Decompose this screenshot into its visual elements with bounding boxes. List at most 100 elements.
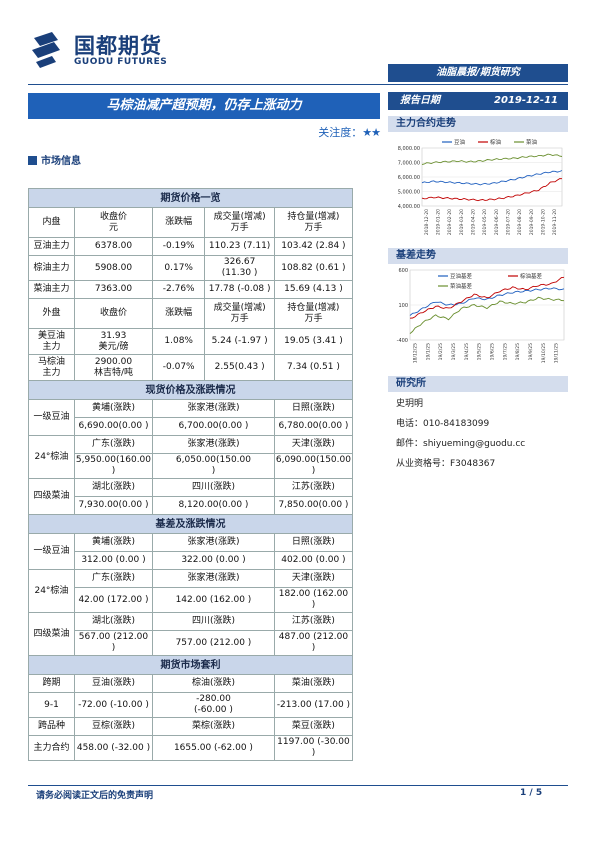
page-number: 1 / 5 [520,788,543,798]
series-line-1 [409,276,565,319]
price-value: 7,930.00(0.00 ) [73,496,154,515]
table-cell: 7363.00 [73,280,154,299]
x-tick-label: 19/5/25 [477,343,483,360]
region-label: 四川(涨跌) [152,478,275,497]
region-row: 一级豆油 黄埔(涨跌) 张家港(涨跌) 日照(涨跌) [28,399,354,436]
legend-label: 菜油基差 [450,282,473,290]
main-contract-chart: 4,000.00 5,000.00 6,000.00 7,000.00 8,000.00… [398,138,563,235]
price-value: 7,850.00(0.00 ) [273,496,354,515]
spot-title: 现货价格及涨跌情况 [28,380,353,400]
region-row: 24°棕油 广东(涨跌) 张家港(涨跌) 天津(涨跌) [28,569,354,613]
price-value: 6,780.00(0.00 ) [273,417,354,436]
table-cell: 7.34 (0.51 ) [273,354,354,381]
region-label: 张家港(涨跌) [152,435,275,454]
legend-label: 棕油 [490,138,502,146]
table-cell: 326.67 (11.30 ) [204,255,275,281]
series-line-2 [409,296,565,334]
x-tick-label: 19/3/25 [451,343,457,360]
basis-chart: -400 100 600 18/12/25 19/1/25 19/2/25 19/3/25 1… [397,268,565,363]
price-value: 312.00 (0.00 ) [73,551,154,570]
column-header: 收盘价元 [73,207,154,238]
x-tick-label: 2019-09-20 [529,209,535,235]
table-cell: -0.19% [152,237,206,256]
y-tick-label: 600 [398,268,408,274]
table-cell: -72.00 (-10.00 ) [73,692,154,718]
table-cell: -280.00 (-60.00 ) [152,692,275,718]
table-cell: 9-1 [28,692,75,718]
y-tick-label: 6,000.00 [398,175,420,181]
table-cell: 豆油(涨跌) [73,674,154,693]
price-value: 42.00 (172.00 ) [73,587,154,613]
table-cell: 跨品种 [28,717,75,736]
price-value: 567.00 (212.00 ) [73,630,154,656]
series-line-0 [421,170,563,186]
table-cell: 1197.00 (-30.00 ) [273,735,354,761]
table-row: 美豆油 主力 31.93 美元/磅 1.08% 5.24 (-1.97 ) 19.05 (3… [28,328,354,355]
basis-title: 基差及涨跌情况 [28,514,353,534]
table-cell: 菜豆(涨跌) [273,717,354,736]
doc-type-banner: 油脂晨报/期货研究 [388,64,568,82]
footer-rule [28,785,568,786]
price-value: 6,050.00(150.00) [152,453,275,479]
series-line-2 [421,153,563,165]
table-cell: 110.23 (7.11) [204,237,275,256]
table-row: 现货价格及涨跌情况 [28,380,353,400]
price-value: 142.00 (162.00 ) [152,587,275,613]
price-value: 757.00 (212.00 ) [152,630,275,656]
table-cell: 31.93 美元/磅 [73,328,154,355]
column-header: 外盘 [28,298,75,329]
region-label: 湖北(涨跌) [73,612,154,631]
column-header: 成交量(增减) 万手 [204,207,275,238]
region-row: 四级菜油 湖北(涨跌) 四川(涨跌) 江苏(涨跌) [28,612,354,656]
table-cell: 马棕油 主力 [28,354,75,381]
star-icon: ★★ [362,126,381,139]
product-name: 四级菜油 [28,612,75,656]
table-row: 马棕油 主力 2900.00 林吉特/吨 -0.07% 2.55(0.43 ) 7.34 (… [28,354,354,381]
product-name: 四级菜油 [28,478,75,515]
logo-name-cn: 国都期货 [74,34,162,58]
region-label: 江苏(涨跌) [273,478,354,497]
y-tick-label: 8,000.00 [398,146,420,152]
arbitrage-row: 9-1 -72.00 (-10.00 ) -280.00 (-60.00 ) -213.… [28,692,354,718]
analyst-phone: 电话：010-84183099 [396,419,490,429]
x-tick-label: 2019-03-20 [459,209,465,235]
table-cell: 1.08% [152,328,206,355]
x-tick-label: 2019-11-20 [552,209,558,235]
product-name: 24°棕油 [28,435,75,479]
table-row: 外盘 收盘价 涨跌幅 成交量(增减) 万手 持仓量(增减) 万手 [28,298,354,329]
table-cell: 菜棕(涨跌) [152,717,275,736]
analyst-name: 史玥明 [396,399,424,409]
chart2-heading: 基差走势 [388,248,568,264]
arbitrage-row: 跨品种 豆棕(涨跌) 菜棕(涨跌) 菜豆(涨跌) [28,717,354,736]
column-header: 内盘 [28,207,75,238]
price-value: 5,950.00(160.00 ) [73,453,154,479]
region-label: 天津(涨跌) [273,435,354,454]
region-label: 广东(涨跌) [73,569,154,588]
region-label: 张家港(涨跌) [152,533,275,552]
research-heading: 研究所 [388,376,568,392]
research-info: 史玥明 电话：010-84183099 邮件：shiyueming@guodu.… [396,396,525,476]
x-tick-label: 19/7/25 [502,343,508,360]
product-name: 24°棕油 [28,569,75,613]
x-tick-label: 2019-02-20 [447,209,453,235]
table-cell: 0.17% [152,255,206,281]
logo-mark-icon [32,32,60,68]
table-cell: 菜油(涨跌) [273,674,354,693]
logo-name-en: GUODU FUTURES [74,57,168,67]
focus-rating: 关注度：★★ [270,124,381,140]
region-row: 24°棕油 广东(涨跌) 张家港(涨跌) 天津(涨跌) [28,435,354,479]
price-value: 182.00 (162.00 ) [273,587,354,613]
table-cell: 103.42 (2.84 ) [273,237,354,256]
column-header: 涨跌幅 [152,207,206,238]
market-info-label: 市场信息 [41,156,81,167]
value-row: 42.00 (172.00 ) 142.00 (162.00 ) 182.00 (1… [29,587,354,613]
x-tick-label: 2019-01-20 [436,209,442,235]
arbitrage-row: 跨期 豆油(涨跌) 棕油(涨跌) 菜油(涨跌) [28,674,354,693]
x-tick-label: 2019-07-20 [506,209,512,235]
futures-title: 期货价格一览 [28,188,353,208]
region-label: 黄埔(涨跌) [73,533,154,552]
table-cell: 15.69 (4.13 ) [273,280,354,299]
table-cell: 2900.00 林吉特/吨 [73,354,154,381]
legend-label: 棕油基差 [520,272,543,280]
x-tick-label: 18/12/25 [412,343,418,363]
